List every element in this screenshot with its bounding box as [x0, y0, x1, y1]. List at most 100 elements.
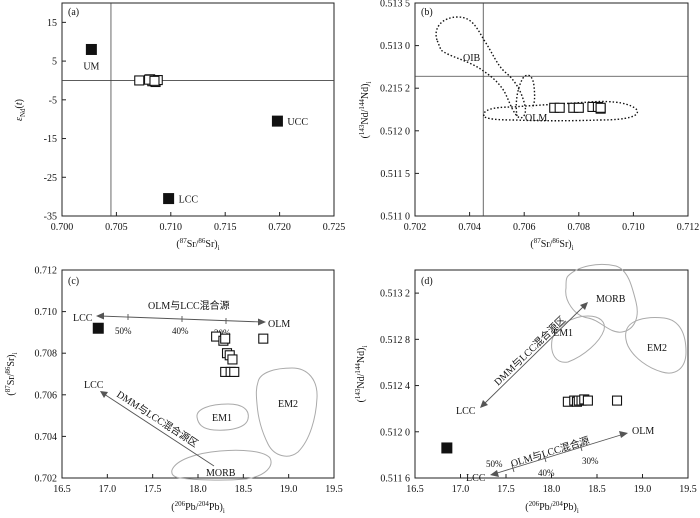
panel-b-y-tick-label: 0.215 2 [380, 84, 410, 95]
panel-c-em2-label: EM2 [278, 399, 298, 410]
panel-a-x-tick-label: 0.715 [214, 222, 237, 233]
panel-b-olm-label: OLM [525, 113, 547, 124]
panel-d-y-axis-label: (143Nd/144Nd)i [354, 346, 369, 403]
panel-a-label: (a) [68, 7, 79, 18]
panel-a-plot-frame [61, 2, 335, 217]
panel-d-dmm-mixing-arrowhead-lower [480, 400, 488, 408]
panel-d-y-tick-label: 0.513 2 [380, 289, 410, 300]
panel-d-pct-50: 50% [486, 459, 503, 469]
panel-a-end-members: UM UCC LCC [83, 43, 308, 206]
panel-a-end-member-label: UM [83, 61, 99, 72]
panel-d-lcc-lower-label: LCC [466, 473, 486, 484]
panel-c-morb-field [171, 449, 272, 481]
panel-b-plot-frame [414, 2, 689, 217]
panel-d-em2-field [625, 317, 687, 374]
panel-d-sample-point [582, 395, 593, 406]
panel-a-x-tick-label: 0.705 [105, 222, 128, 233]
panel-c-dmm-mixing-arrowhead [100, 391, 108, 398]
panel-b-samples [549, 101, 606, 114]
panel-d-em1-label: EM1 [553, 328, 573, 339]
panel-b-y-ticks: 0.513 5 0.513 0 0.215 2 0.512 0 0.511 5 0.511… [380, 0, 419, 223]
panel-a-sample-point [134, 75, 145, 86]
panel-d-x-tick-label: 17.5 [497, 484, 515, 495]
panel-c-dmm-lcc-mix-label: DMM与LCC混合源区 [114, 388, 200, 450]
panel-a-epsilon-nd-vs-sr: (a) 0.700 0.705 0.710 0.715 0.720 0.725 15 5 -5… [14, 2, 346, 252]
panel-b-oib-label: OIB [463, 53, 481, 64]
panel-a-end-member-lcc [163, 193, 175, 205]
panel-d-x-axis-label: (206Pb/204Pb)i [525, 500, 579, 515]
panel-c-morb-label: MORB [206, 468, 236, 479]
panel-d-dmm-mixing-line [483, 305, 585, 405]
panel-c-end-member-lcc [92, 322, 104, 334]
panel-d-nd-vs-pb: (d) 16.5 17.0 17.5 18.0 18.5 19.0 19.5 0.513 2… [354, 263, 697, 515]
panel-d-pct-40: 40% [538, 468, 555, 478]
panel-b-x-tick-label: 0.712 [677, 222, 700, 233]
panel-a-x-tick-label: 0.725 [323, 222, 346, 233]
panel-c-x-tick-label: 18.5 [235, 484, 253, 495]
panel-b-x-tick-label: 0.710 [622, 222, 645, 233]
panel-a-x-tick-label: 0.700 [51, 222, 74, 233]
panel-d-dmm-lcc-mix-label: DMM与LCC混合源区 [491, 313, 568, 388]
panel-d-pct-30: 30% [582, 456, 599, 466]
panel-b-x-ticks: 0.702 0.704 0.706 0.708 0.710 0.712 [404, 212, 700, 233]
panel-c-em1-field [196, 403, 249, 431]
panel-c-olm-mixing-arrowhead-left [96, 312, 104, 320]
panel-c-y-tick-label: 0.710 [35, 307, 58, 318]
panel-d-x-tick-label: 19.5 [679, 484, 697, 495]
panel-b-sample-point [595, 102, 606, 113]
panel-c-em2-field [255, 367, 318, 457]
panel-a-x-ticks: 0.700 0.705 0.710 0.715 0.720 0.725 [51, 212, 346, 233]
panel-d-em1-field [551, 315, 605, 363]
panel-d-y-tick-label: 0.512 4 [380, 381, 410, 392]
panel-c-sample-point [227, 354, 238, 365]
panel-c-sample-point [220, 333, 231, 344]
panel-b-sample-point [573, 102, 584, 113]
panel-d-y-tick-label: 0.511 6 [380, 474, 410, 485]
panel-b-x-tick-label: 0.708 [568, 222, 591, 233]
panel-a-samples [134, 74, 163, 88]
panel-d-olm-mixing-arrowhead-right [619, 431, 628, 438]
panel-d-sample-point [611, 395, 623, 406]
panel-c-y-tick-label: 0.708 [35, 349, 58, 360]
panel-c-x-tick-label: 17.0 [99, 484, 117, 495]
panel-b-y-tick-label: 0.511 0 [380, 212, 410, 223]
panel-d-label: (d) [421, 276, 433, 287]
panel-a-y-tick-label: 15 [47, 18, 57, 29]
panel-d-x-tick-label: 19.0 [634, 484, 652, 495]
panel-a-x-tick-label: 0.720 [268, 222, 291, 233]
panel-c-label: (c) [68, 276, 79, 287]
panel-b-oib-field [435, 16, 527, 119]
panel-b-x-tick-label: 0.706 [513, 222, 536, 233]
panel-d-x-ticks: 16.5 17.0 17.5 18.0 18.5 19.0 19.5 [406, 474, 697, 495]
panel-d-em2-label: EM2 [647, 343, 667, 354]
panel-a-end-member-label: LCC [179, 195, 199, 206]
panel-b-y-axis-label: (143Nd/144Nd)i [358, 82, 373, 139]
panel-a-y-ticks: 15 5 -5 -15 -25 -35 [44, 18, 66, 223]
panel-d-tick-40 [543, 454, 547, 463]
panel-d-tick-30 [579, 443, 583, 452]
panel-d-dmm-mixing-arrowhead-upper [580, 302, 588, 310]
panel-d-samples [562, 394, 623, 407]
panel-c-lcc-top-label: LCC [73, 313, 93, 324]
panel-c-x-ticks: 16.5 17.0 17.5 18.0 18.5 19.0 19.5 [53, 474, 343, 495]
panel-b-sample-point [554, 102, 565, 113]
panel-c-sr-vs-pb: (c) 16.5 17.0 17.5 18.0 18.5 19.0 19.5 0.7120.… [4, 266, 343, 516]
panel-c-x-tick-label: 18.0 [189, 484, 207, 495]
panel-c-x-axis-label: (206Pb/204Pb)i [171, 500, 225, 515]
panel-c-pct-30: 30% [214, 328, 231, 338]
panel-c-sample-point [258, 333, 269, 344]
panel-b-y-tick-label: 0.513 5 [380, 0, 410, 10]
panel-d-x-tick-label: 18.0 [543, 484, 561, 495]
panel-c-y-tick-label: 0.712 [35, 266, 58, 277]
panel-c-y-tick-label: 0.706 [35, 390, 58, 401]
panel-b-olm-field [483, 100, 639, 122]
panel-a-x-tick-label: 0.710 [160, 222, 183, 233]
panel-c-sample-point [229, 366, 240, 377]
panel-b-y-tick-label: 0.511 5 [380, 169, 410, 180]
panel-a-y-tick-label: 5 [52, 57, 57, 68]
panel-b-x-axis-label: (87Sr/86Sr)i [530, 237, 573, 252]
panel-c-samples [211, 331, 269, 377]
panel-c-olm-lcc-mix-label: OLM与LCC混合源 [148, 299, 230, 312]
panel-a-sample-point [149, 75, 160, 86]
panel-b-reference-lines [415, 3, 688, 216]
